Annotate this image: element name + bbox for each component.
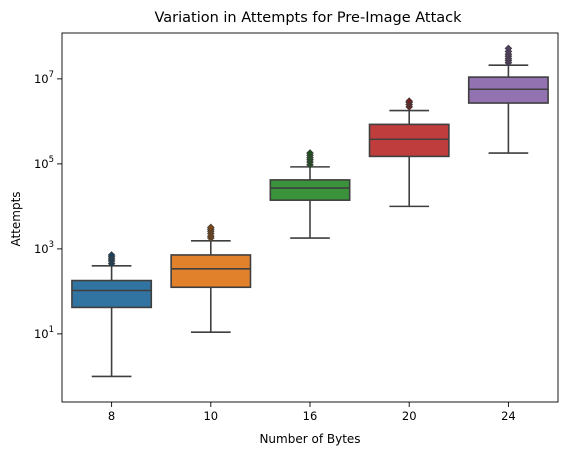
box-24 [467, 76, 549, 104]
box-10 [170, 254, 252, 289]
plot-frame [61, 32, 559, 403]
y-tick-label: 101 [34, 325, 54, 341]
outlier-point [306, 149, 314, 157]
outlier-point [504, 44, 513, 53]
x-tick-label: 8 [108, 409, 115, 423]
y-tick-label: 105 [34, 155, 54, 171]
y-axis-label: Attempts [9, 191, 23, 246]
outlier-point [405, 97, 414, 105]
box-16 [269, 179, 351, 201]
x-tick-label: 24 [501, 409, 516, 423]
box-20 [368, 123, 450, 158]
outlier-point [107, 251, 116, 259]
y-tick-label: 107 [34, 70, 54, 86]
x-tick-label: 20 [402, 409, 417, 423]
x-tick-label: 16 [303, 409, 318, 423]
plot-area: 101 103 105 107 8 10 16 20 24 [34, 32, 559, 423]
box-8 [71, 279, 153, 309]
y-tick-label: 103 [34, 240, 54, 256]
x-axis-label: Number of Bytes [259, 432, 360, 446]
chart-title: Variation in Attempts for Pre-Image Atta… [154, 10, 462, 26]
outlier-point [206, 223, 215, 232]
x-tick-label: 10 [203, 409, 218, 423]
